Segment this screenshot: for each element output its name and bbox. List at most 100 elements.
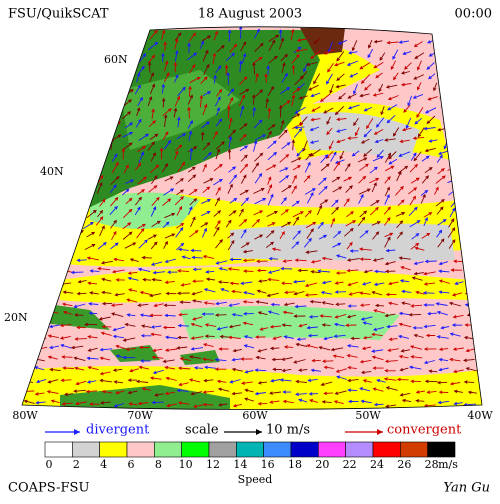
wind-vector — [137, 401, 149, 406]
wind-vector — [294, 106, 306, 114]
wind-vector — [321, 256, 333, 261]
colorbar-title: Speed — [238, 473, 273, 486]
wind-vector — [22, 301, 33, 307]
wind-vector — [57, 150, 64, 160]
wind-vector — [84, 126, 89, 138]
wind-vector — [279, 167, 289, 172]
wind-vector — [385, 386, 398, 391]
wind-vector — [439, 70, 448, 77]
wind-vector — [187, 106, 191, 119]
wind-vector — [215, 65, 222, 73]
wind-vector — [202, 402, 214, 407]
wind-vector — [150, 325, 162, 329]
wind-vector — [464, 61, 477, 66]
wind-vector — [426, 62, 435, 70]
wind-vector — [135, 379, 149, 384]
wind-vector — [438, 279, 450, 284]
wind-vector — [22, 177, 28, 184]
wind-vector — [346, 314, 357, 319]
colorbar-box — [290, 441, 319, 458]
wind-vector — [111, 85, 118, 95]
wind-vector — [162, 359, 175, 364]
wind-vector — [470, 148, 476, 157]
wind-vector — [100, 331, 112, 336]
wind-vector — [128, 288, 138, 292]
wind-vector — [291, 185, 297, 194]
wind-vector — [88, 311, 98, 315]
wind-vector — [387, 348, 399, 352]
wind-vector — [22, 221, 27, 227]
colorbar-label: 10 — [179, 458, 193, 471]
colorbar-label: 20 — [315, 458, 329, 471]
colorbar-unit: m/s — [438, 458, 458, 471]
wind-vector — [126, 298, 138, 303]
wind-vector — [420, 193, 426, 204]
wind-vector — [150, 152, 156, 162]
wind-vector — [413, 41, 423, 48]
wind-vector — [189, 64, 196, 74]
wind-vector — [69, 105, 74, 116]
wind-vector — [267, 193, 274, 206]
wind-vector — [111, 153, 118, 162]
wind-vector — [330, 347, 344, 352]
wind-vector — [254, 368, 267, 372]
wind-vector — [345, 323, 357, 328]
wind-vector — [460, 219, 466, 227]
wind-vector — [384, 176, 391, 184]
wind-vector — [426, 311, 438, 316]
wind-vector — [161, 83, 166, 94]
wind-vector — [202, 163, 207, 172]
wind-vector — [402, 50, 412, 55]
wind-vector — [188, 355, 201, 359]
wind-vector — [254, 172, 263, 184]
colorbar-label: 22 — [343, 458, 357, 471]
wind-vector — [24, 267, 34, 272]
wind-vector — [188, 188, 198, 196]
wind-vector — [254, 391, 266, 396]
wind-vector — [83, 155, 93, 162]
wind-vector — [298, 398, 308, 403]
wind-vector — [296, 337, 307, 342]
wind-vector — [455, 73, 462, 82]
wind-vector — [309, 126, 320, 132]
wind-vector — [108, 46, 118, 52]
wind-vector — [313, 73, 321, 85]
wind-vector — [178, 382, 189, 387]
wind-vector — [35, 378, 47, 384]
wind-vector — [84, 64, 94, 74]
wind-vector — [125, 179, 135, 184]
wind-vector — [57, 95, 62, 105]
wind-vector — [162, 221, 170, 229]
wind-vector — [334, 313, 347, 319]
wind-vector — [224, 64, 229, 75]
wind-vector — [369, 178, 380, 184]
wind-vector — [204, 365, 216, 370]
wind-vector — [332, 354, 345, 359]
wind-vector — [449, 332, 461, 337]
wind-vector — [162, 325, 175, 330]
wind-vector — [373, 282, 385, 287]
wind-vector — [415, 290, 425, 295]
wind-vector — [347, 93, 357, 99]
wind-vector — [360, 74, 371, 84]
wind-vector — [439, 95, 450, 100]
wind-vector — [85, 82, 93, 94]
wind-vector — [99, 356, 111, 361]
wind-vector — [331, 176, 341, 183]
wind-vector — [420, 189, 429, 196]
wind-vector — [241, 242, 250, 249]
wind-vector — [110, 105, 116, 117]
colorbar-label: 16 — [261, 458, 275, 471]
wind-vector — [70, 128, 76, 141]
wind-vector — [177, 269, 190, 273]
wind-vector — [161, 29, 166, 40]
wind-vector — [421, 175, 429, 184]
wind-vector — [203, 301, 215, 305]
wind-vector — [215, 260, 228, 265]
wind-vector — [363, 269, 373, 274]
wind-vector — [164, 280, 175, 285]
wind-vector — [227, 129, 236, 139]
wind-vector — [476, 241, 482, 250]
wind-vector — [253, 188, 265, 194]
wind-vector — [335, 271, 347, 275]
